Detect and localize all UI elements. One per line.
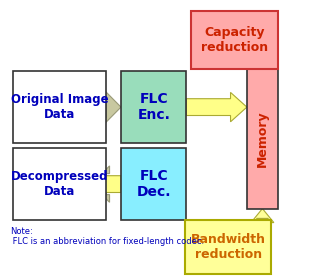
Polygon shape <box>186 92 247 122</box>
Text: Memory: Memory <box>256 110 269 167</box>
FancyBboxPatch shape <box>247 69 278 209</box>
FancyBboxPatch shape <box>13 71 106 143</box>
Text: FLC
Enc.: FLC Enc. <box>137 92 170 122</box>
Polygon shape <box>60 169 121 199</box>
Text: Capacity
reduction: Capacity reduction <box>201 26 268 54</box>
Polygon shape <box>251 209 274 223</box>
Polygon shape <box>251 55 274 69</box>
Text: Bandwidth
reduction: Bandwidth reduction <box>191 233 266 261</box>
FancyBboxPatch shape <box>121 71 186 143</box>
FancyBboxPatch shape <box>121 148 186 220</box>
FancyBboxPatch shape <box>191 11 278 69</box>
Text: Note:
 FLC is an abbreviation for fixed-length codec.: Note: FLC is an abbreviation for fixed-l… <box>10 227 204 246</box>
Text: Original Image
Data: Original Image Data <box>11 93 109 121</box>
FancyBboxPatch shape <box>185 220 271 274</box>
Text: FLC
Dec.: FLC Dec. <box>136 169 171 199</box>
Polygon shape <box>92 166 110 202</box>
Text: Decompressed
Data: Decompressed Data <box>11 170 109 198</box>
FancyBboxPatch shape <box>13 148 106 220</box>
Polygon shape <box>103 89 121 125</box>
